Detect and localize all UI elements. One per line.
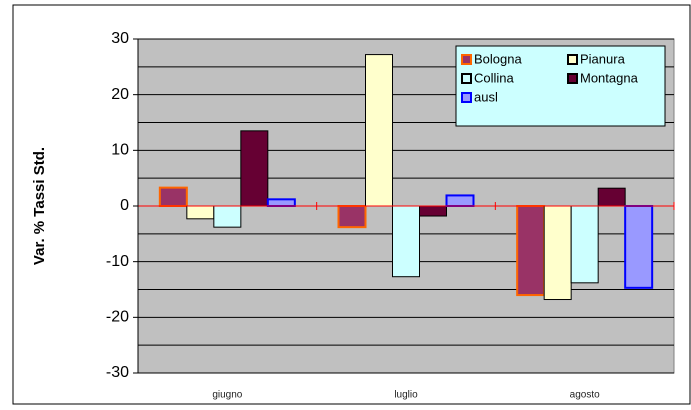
legend-label: Pianura	[580, 51, 626, 66]
y-tick-label: 10	[111, 142, 129, 159]
y-tick-label: 30	[111, 30, 129, 47]
x-tick-label: giugno	[212, 390, 242, 401]
bar	[597, 187, 626, 207]
y-tick-label: 0	[120, 197, 129, 214]
legend-label: Collina	[474, 70, 515, 85]
bar	[445, 194, 475, 208]
bar	[543, 205, 572, 301]
legend-label: ausl	[474, 89, 498, 104]
legend-label: Bologna	[474, 51, 522, 66]
x-tick-label: agosto	[570, 390, 600, 401]
legend-swatch	[567, 54, 578, 65]
legend-swatch	[461, 73, 472, 84]
bar	[158, 186, 188, 208]
bar	[624, 205, 654, 289]
y-tick-label: 20	[111, 86, 129, 103]
legend-box	[455, 45, 666, 127]
legend-swatch	[461, 54, 472, 65]
bar	[186, 205, 215, 220]
bar	[419, 205, 447, 217]
y-tick-label: -30	[106, 364, 129, 381]
legend-label: Montagna	[580, 70, 639, 85]
bar	[516, 205, 546, 297]
bar	[266, 198, 296, 208]
bar	[240, 130, 269, 207]
legend-swatch	[461, 92, 472, 103]
bar	[392, 205, 420, 278]
bar	[570, 205, 599, 284]
legend-swatch	[567, 73, 578, 84]
y-axis-label: Var. % Tassi Std.	[31, 147, 48, 265]
x-tick-label: luglio	[394, 390, 418, 401]
y-tick-label: -10	[106, 253, 129, 270]
bar	[365, 54, 393, 207]
y-tick-label: -20	[106, 309, 129, 326]
bar	[213, 205, 242, 228]
bar	[337, 205, 367, 229]
